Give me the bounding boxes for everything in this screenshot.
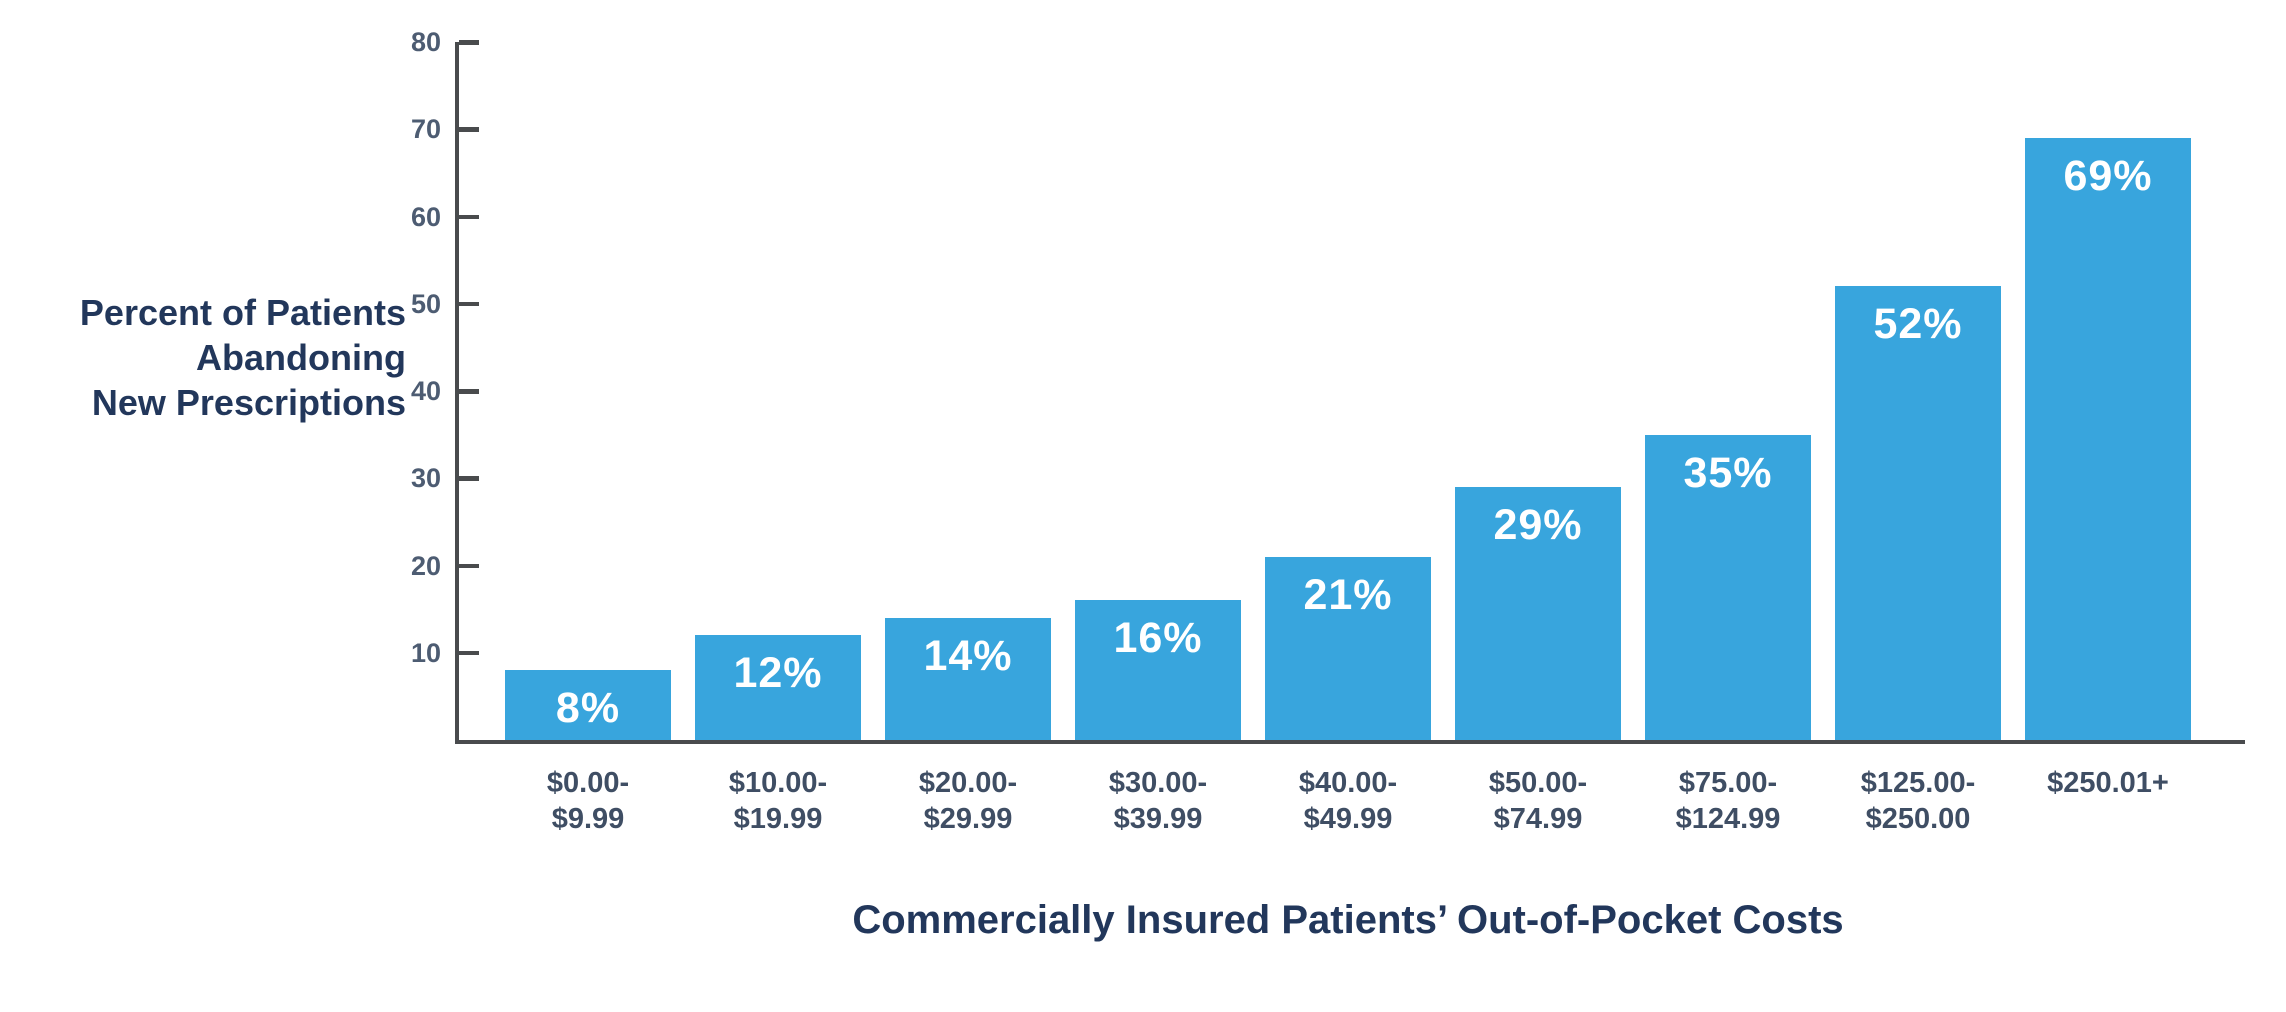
- x-axis-category-label: $250.01+: [2008, 765, 2208, 801]
- y-axis-title-line-1: Percent of Patients: [79, 292, 406, 333]
- bar-value-label: 29%: [1493, 500, 1583, 549]
- x-axis-category-label: $10.00- $19.99: [678, 765, 878, 837]
- x-axis-category-label: $50.00- $74.99: [1438, 765, 1638, 837]
- x-axis-category-line: $250.01+: [2047, 767, 2169, 799]
- y-axis-tick-label: 40: [410, 376, 441, 406]
- bar-value-label: 16%: [1113, 614, 1203, 663]
- x-axis-category-line: $50.00-: [1488, 767, 1588, 799]
- bar-value-label: 8%: [555, 684, 621, 733]
- x-axis-category-label: $30.00- $39.99: [1058, 765, 1258, 837]
- bar-value-label: 12%: [733, 649, 823, 698]
- x-axis-category-line: $29.99: [923, 803, 1013, 835]
- y-axis-tick-label: 60: [410, 201, 441, 232]
- bar: 16%: [1075, 600, 1241, 740]
- bar-value-label: 69%: [2063, 151, 2153, 200]
- y-axis-tick: [459, 301, 479, 307]
- y-axis-tick-label: 30: [410, 463, 441, 494]
- y-axis-tick: [459, 650, 479, 656]
- x-axis-category-line: $39.99: [1113, 803, 1203, 835]
- y-axis-tick: [459, 476, 479, 481]
- x-axis-category-line: $10.00-: [728, 767, 828, 799]
- plot-area: 10 20 30 40 50 60 70 80 8% $0.00- $9.99 12% $10.00- $…: [411, 29, 2245, 835]
- x-axis-category-line: $40.00-: [1298, 767, 1398, 799]
- y-axis-tick: [459, 40, 479, 45]
- x-axis-category-line: $125.00-: [1860, 767, 1976, 799]
- bar-value-label: 14%: [923, 631, 1013, 680]
- x-axis-category-line: $9.99: [551, 803, 625, 835]
- x-axis-category-line: $0.00-: [546, 767, 630, 799]
- x-axis-category-label: $125.00- $250.00: [1818, 765, 2018, 837]
- y-axis-title: Percent of Patients Abandoning New Presc…: [20, 290, 406, 425]
- x-axis-category-line: $74.99: [1493, 803, 1583, 835]
- bar: 14%: [885, 617, 1051, 740]
- bar: 29%: [1455, 486, 1621, 740]
- x-axis-category-label: $40.00- $49.99: [1248, 765, 1448, 837]
- x-axis-category-line: $250.00: [1865, 803, 1971, 835]
- bar: 8%: [505, 670, 671, 740]
- bar-value-label: 35%: [1683, 448, 1773, 497]
- bar: 12%: [695, 635, 861, 740]
- x-axis-category-label: $0.00- $9.99: [488, 765, 688, 837]
- bar-value-label: 52%: [1873, 300, 1963, 349]
- bar: 69%: [2025, 137, 2191, 740]
- x-axis-category-label: $75.00- $124.99: [1628, 765, 1828, 837]
- y-axis-tick-label: 70: [410, 114, 441, 145]
- y-axis-tick-label: 10: [410, 637, 441, 668]
- x-axis-category-line: $124.99: [1675, 803, 1781, 835]
- x-axis-title: Commercially Insured Patients’ Out-of-Po…: [852, 898, 1844, 942]
- x-axis-category-line: $19.99: [733, 803, 823, 835]
- y-axis-tick-label: 80: [410, 27, 441, 57]
- x-axis-category-line: $75.00-: [1678, 767, 1778, 799]
- x-axis-category-line: $49.99: [1303, 803, 1393, 835]
- y-axis-title-line-2: Abandoning: [196, 337, 406, 378]
- y-axis-tick: [459, 127, 479, 132]
- y-axis-tick: [459, 563, 479, 568]
- bar: 21%: [1265, 556, 1431, 740]
- y-axis-tick: [459, 214, 479, 219]
- x-axis-category-line: $20.00-: [918, 767, 1018, 799]
- x-axis-category-line: $30.00-: [1108, 767, 1208, 799]
- bar: 35%: [1645, 434, 1811, 740]
- x-axis-category-label: $20.00- $29.99: [868, 765, 1068, 837]
- y-axis-tick: [459, 389, 479, 394]
- y-axis-tick-label: 20: [410, 550, 441, 581]
- y-axis-title-line-3: New Prescriptions: [91, 382, 406, 423]
- bar: 52%: [1835, 286, 2001, 740]
- bar-value-label: 21%: [1303, 570, 1393, 619]
- y-axis-tick-label: 50: [410, 288, 441, 319]
